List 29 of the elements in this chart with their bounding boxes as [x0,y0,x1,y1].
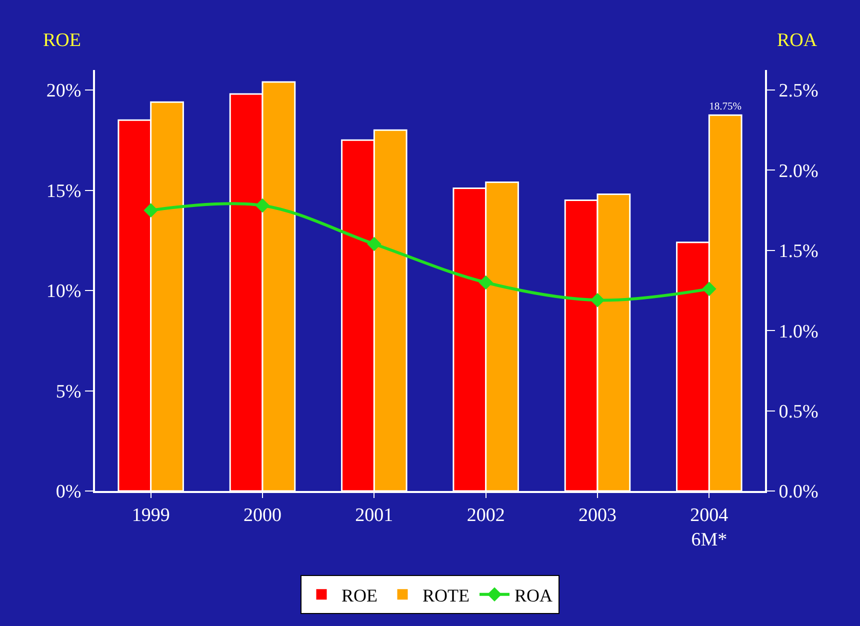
point [367,236,382,252]
x-tick-label: 2000 [244,504,282,526]
y2-axis-title: ROA [777,30,818,51]
y-tick-label: 5% [56,381,82,402]
point [702,282,716,296]
point [590,293,605,308]
y-axis-title: ROE [43,30,81,51]
legend-label: ROE [342,585,378,606]
x-tick-label: 2001 [355,504,394,526]
y2-tick-label: 1.5% [778,241,819,262]
y2-tick-label: 2.5% [778,80,819,102]
x-tick-label: 1999 [132,504,170,526]
data-label: 18.75% [709,102,742,113]
y2-tick-label: 0.5% [778,401,819,422]
y-tick-label: 0% [56,482,82,503]
point [478,275,493,290]
y2-tick-label: 1.0% [778,321,819,342]
point [144,203,158,218]
y-tick-label: 10% [46,281,82,302]
x-tick-label: 2004 6M* [690,504,729,550]
point [255,198,270,213]
y2-tick-label: 0.0% [778,482,819,503]
y2-tick-label: 2.0% [778,160,819,182]
legend-label: ROA [514,585,553,606]
y-tick-label: 20% [46,80,82,102]
y-tick-label: 15% [46,180,82,202]
x-tick-label: 2002 [466,504,505,526]
x-tick-label: 2003 [578,504,616,526]
legend-label: ROTE [422,585,470,606]
